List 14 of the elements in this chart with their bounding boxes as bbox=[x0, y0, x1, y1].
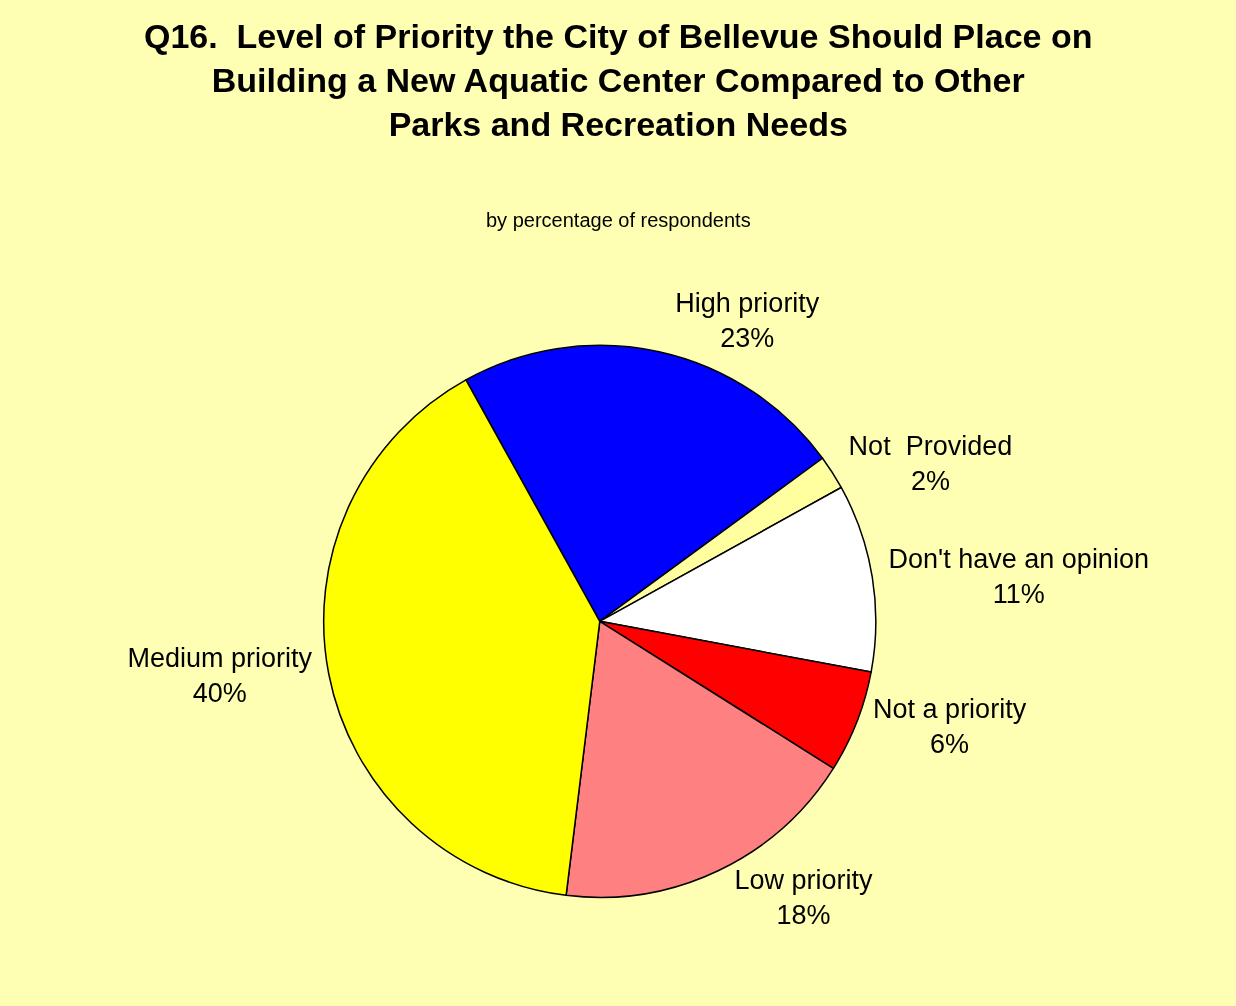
data-label: 23% bbox=[720, 323, 775, 354]
data-label: 11% bbox=[992, 578, 1045, 609]
data-label: 6% bbox=[930, 728, 970, 759]
slice-label: Not a priority bbox=[873, 693, 1027, 724]
slice-label: Not Provided bbox=[848, 430, 1013, 461]
slice-label: Medium priority bbox=[127, 642, 313, 673]
chart-subtitle: by percentage of respondents bbox=[486, 209, 751, 231]
slice-label: Don't have an opinion bbox=[888, 543, 1149, 574]
data-label: 2% bbox=[910, 465, 950, 496]
chart-title: Q16. Level of Priority the City of Bellevue Should Place on Building a New Aquatic Center Compared to Other Parks and Recreation Needs bbox=[144, 17, 1093, 144]
data-label: 40% bbox=[192, 677, 247, 708]
slice-label: Low priority bbox=[734, 864, 873, 895]
slice-label: High priority bbox=[675, 288, 820, 319]
data-label: 18% bbox=[776, 899, 831, 930]
